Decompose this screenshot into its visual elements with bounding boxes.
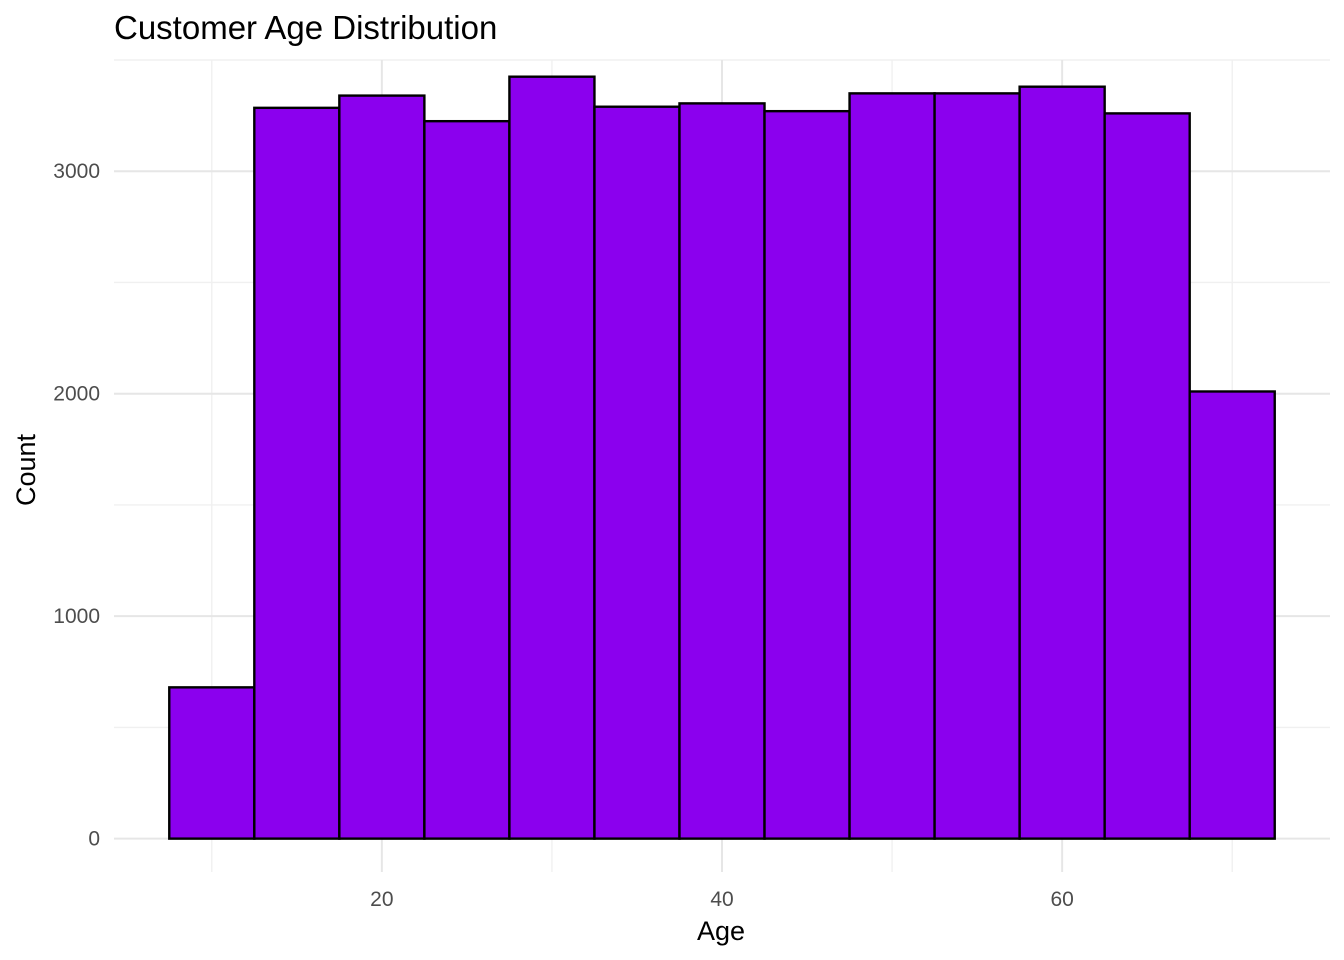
y-axis-title: Count xyxy=(11,433,41,506)
y-tick-labels: 0 1000 2000 3000 xyxy=(53,160,100,850)
histogram-bar-6 xyxy=(678,102,766,840)
y-tick-label-0: 0 xyxy=(88,828,100,851)
histogram-bar-2 xyxy=(338,94,426,840)
x-tick-label-2: 60 xyxy=(1050,888,1073,911)
histogram-bar-5 xyxy=(593,105,681,840)
chart-title: Customer Age Distribution xyxy=(114,9,497,46)
x-axis-title: Age xyxy=(697,916,745,946)
histogram-bar-11 xyxy=(1103,112,1191,840)
histogram-bar-4 xyxy=(508,75,596,840)
bars-group xyxy=(168,75,1276,840)
histogram-bar-10 xyxy=(1018,85,1106,840)
y-tick-label-1: 1000 xyxy=(53,605,100,628)
y-tick-label-3: 3000 xyxy=(53,160,100,183)
histogram-bar-8 xyxy=(848,92,936,840)
histogram-bar-9 xyxy=(933,92,1021,840)
x-tick-label-0: 20 xyxy=(370,888,393,911)
histogram-bar-0 xyxy=(168,686,256,840)
histogram-bar-7 xyxy=(763,109,851,840)
x-tick-label-1: 40 xyxy=(710,888,733,911)
y-tick-label-2: 2000 xyxy=(53,383,100,406)
histogram-bar-12 xyxy=(1188,390,1276,840)
histogram-bar-1 xyxy=(253,106,341,840)
histogram-bar-3 xyxy=(423,119,511,840)
x-tick-labels: 20 40 60 xyxy=(370,888,1074,911)
